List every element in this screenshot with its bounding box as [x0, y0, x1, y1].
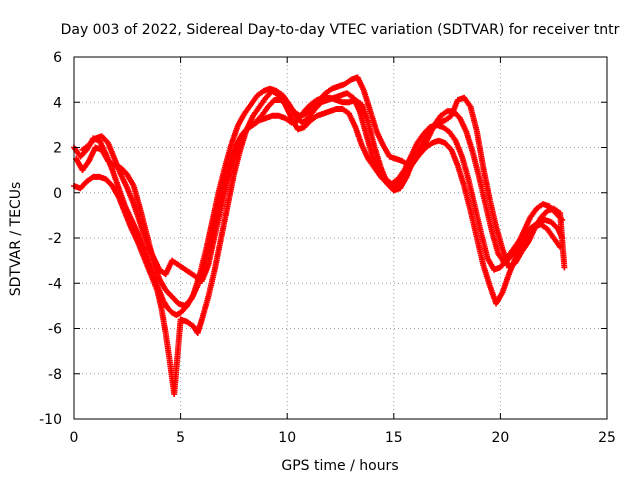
y-tick-label: -8: [48, 367, 62, 383]
x-tick-label: 10: [278, 430, 296, 446]
ticks-layer: [73, 56, 608, 420]
x-tick-label: 15: [385, 430, 403, 446]
y-tick-label: -10: [39, 412, 62, 428]
data-point-markers: [73, 74, 566, 309]
series-track-c: [73, 74, 566, 309]
points-layer: [71, 74, 568, 398]
x-axis-label: GPS time / hours: [281, 458, 398, 474]
y-tick-label: 6: [53, 50, 62, 66]
x-tick-label: 25: [598, 430, 616, 446]
y-tick-label: -4: [48, 276, 62, 292]
series-track-d: [79, 94, 568, 284]
y-tick-label: 4: [53, 95, 62, 111]
y-tick-label: 2: [53, 141, 62, 157]
y-tick-label: -2: [48, 231, 62, 247]
y-tick-label: 0: [53, 186, 62, 202]
x-tick-label: 5: [176, 430, 185, 446]
x-tick-label: 0: [70, 430, 79, 446]
chart-title: Day 003 of 2022, Sidereal Day-to-day VTE…: [61, 22, 620, 38]
data-point-markers: [79, 94, 568, 284]
y-tick-label: -6: [48, 322, 62, 338]
tick-labels-layer: 0 5 10 15 20 25 -10 -8 -6 -4 -2 0 2 4 6: [39, 50, 616, 446]
x-tick-label: 20: [491, 430, 509, 446]
y-axis-label: SDTVAR / TECUs: [8, 182, 24, 297]
